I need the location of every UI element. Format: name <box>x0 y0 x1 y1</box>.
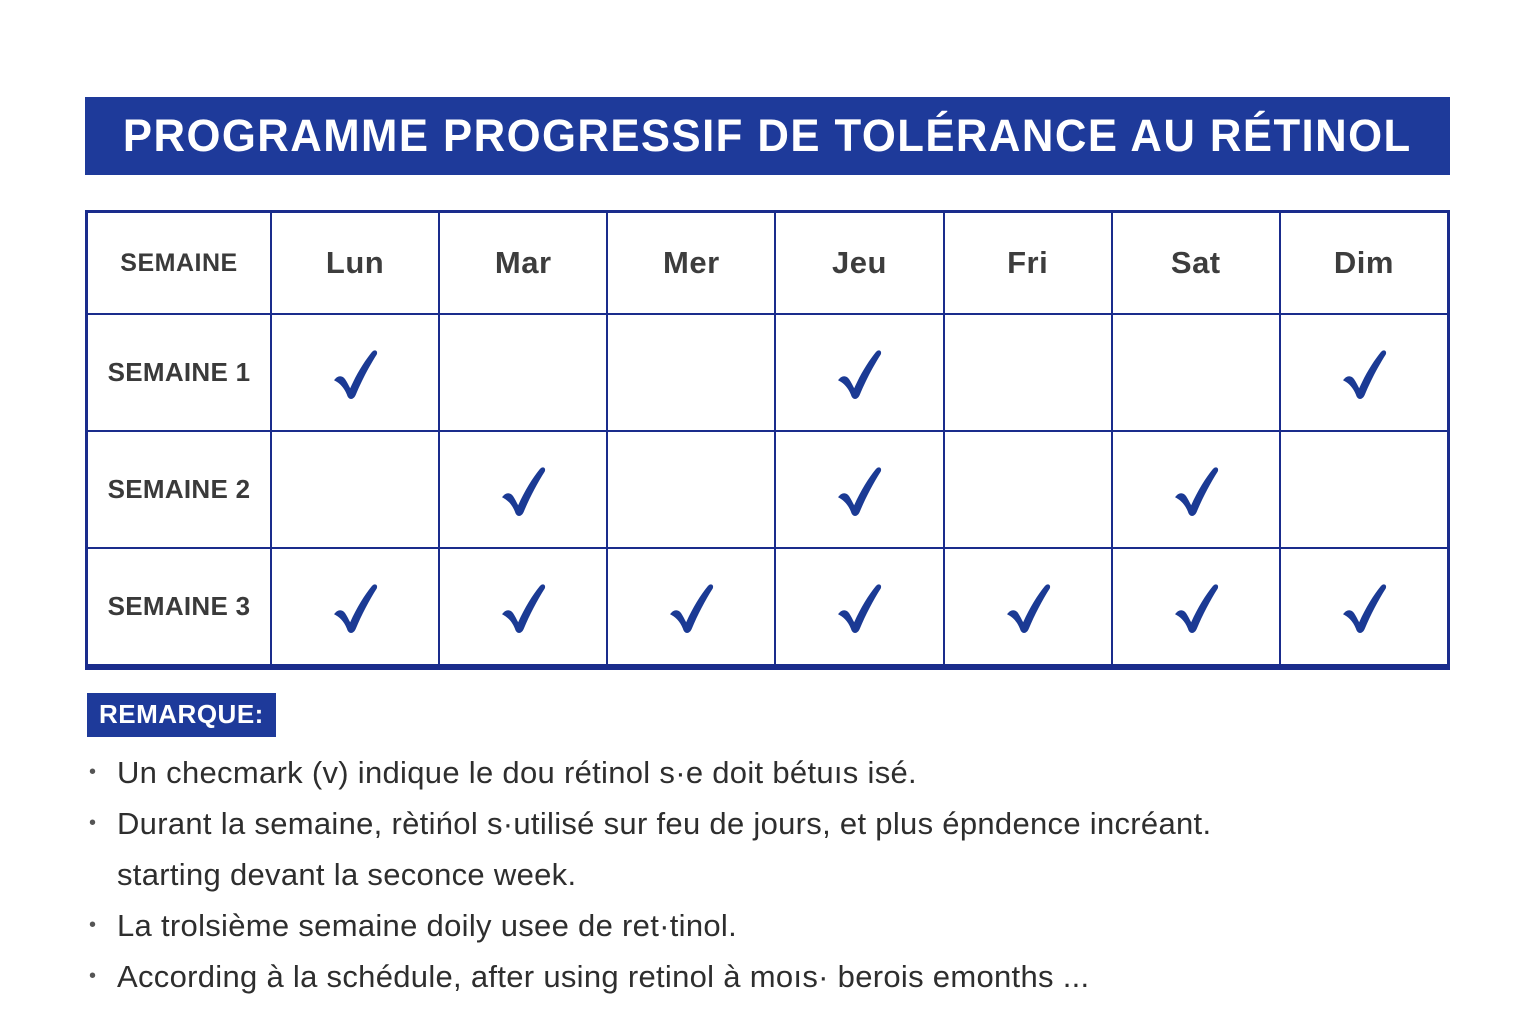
schedule-cell <box>606 313 775 430</box>
schedule-cell <box>942 313 1111 430</box>
note-line: • Un checmark (v) indique le dou rétinol … <box>87 747 1477 798</box>
column-header-label: Fri <box>1007 245 1049 280</box>
column-header-day: Dim <box>1278 213 1447 313</box>
schedule-cell <box>270 430 439 547</box>
check-icon <box>1342 583 1387 633</box>
note-item: • Un checmark (v) indique le dou rétinol … <box>87 747 1477 798</box>
note-text: starting devant la seconce week. <box>117 857 577 892</box>
column-header-week: SEMAINE <box>88 213 270 313</box>
column-header-label: Sat <box>1170 245 1221 280</box>
check-icon <box>670 583 714 633</box>
schedule-cell <box>1278 547 1447 664</box>
check-icon <box>838 349 882 399</box>
schedule-cell <box>606 430 775 547</box>
column-header-day: Mer <box>606 213 775 313</box>
check-icon <box>502 583 546 633</box>
row-header-label: SEMAINE 3 <box>107 591 251 621</box>
schedule-cell <box>270 313 439 430</box>
bullet-icon: • <box>89 812 97 834</box>
schedule-cell <box>270 547 439 664</box>
schedule-cell <box>942 547 1111 664</box>
schedule-table: SEMAINE Lun Mar Mer Jeu Fri Sat Dim SEMAINE 1 SEM… <box>85 210 1450 670</box>
column-header-label: Jeu <box>832 245 887 280</box>
note-line: starting devant la seconce week. <box>87 849 1477 900</box>
bullet-icon: • <box>89 914 97 936</box>
title-banner: PROGRAMME PROGRESSIF DE TOLÉRANCE AU RÉT… <box>85 97 1450 175</box>
check-icon <box>838 583 882 633</box>
schedule-cell <box>1110 313 1279 430</box>
row-header-label: SEMAINE 1 <box>107 357 251 387</box>
schedule-cell <box>438 547 607 664</box>
schedule-cell <box>774 313 943 430</box>
schedule-cell <box>438 430 607 547</box>
note-line: • According à la schédule, after using re… <box>87 951 1477 1002</box>
column-header-day: Sat <box>1110 213 1279 313</box>
note-item: • According à la schédule, after using re… <box>87 951 1477 1002</box>
schedule-cell <box>1110 547 1279 664</box>
column-header-day: Fri <box>942 213 1111 313</box>
note-text: La trolsième semaine doily usee de ret·t… <box>117 908 738 943</box>
column-header-label: Mer <box>663 245 720 280</box>
schedule-cell <box>606 547 775 664</box>
row-header-week: SEMAINE 3 <box>88 547 270 664</box>
schedule-cell <box>774 430 943 547</box>
check-icon <box>502 466 546 516</box>
check-icon <box>1174 466 1218 516</box>
row-header-week: SEMAINE 1 <box>88 313 270 430</box>
schedule-cell <box>1278 430 1447 547</box>
schedule-cell <box>1278 313 1447 430</box>
row-header-label: SEMAINE 2 <box>107 474 251 504</box>
bullet-icon: • <box>89 761 97 783</box>
note-item: • Durant la semaine, rètińol s·utilisé su… <box>87 798 1477 900</box>
row-header-week: SEMAINE 2 <box>88 430 270 547</box>
check-icon <box>838 466 882 516</box>
schedule-cell <box>438 313 607 430</box>
schedule-cell <box>1110 430 1279 547</box>
check-icon <box>1342 349 1387 399</box>
schedule-cell <box>774 547 943 664</box>
note-line: • La trolsième semaine doily usee de ret·… <box>87 900 1477 951</box>
note-item: • La trolsième semaine doily usee de ret·… <box>87 900 1477 951</box>
column-header-day: Mar <box>438 213 607 313</box>
bullet-icon: • <box>89 965 97 987</box>
notes-section: REMARQUE: • Un checmark (v) indique le do… <box>87 693 1477 1002</box>
note-text: Durant la semaine, rètińol s·utilisé sur… <box>117 806 1212 841</box>
check-icon <box>1174 583 1218 633</box>
check-icon <box>334 349 378 399</box>
note-text: Un checmark (v) indique le dou rétinol s… <box>117 755 917 790</box>
notes-label: REMARQUE: <box>87 693 276 737</box>
notes-list: • Un checmark (v) indique le dou rétinol … <box>87 747 1477 1002</box>
column-header-label: SEMAINE <box>120 248 238 277</box>
check-icon <box>334 583 378 633</box>
check-icon <box>1006 583 1050 633</box>
column-header-label: Mar <box>494 245 552 280</box>
column-header-day: Jeu <box>774 213 943 313</box>
column-header-day: Lun <box>270 213 439 313</box>
column-header-label: Dim <box>1333 245 1394 280</box>
column-header-label: Lun <box>325 245 385 280</box>
page-title: PROGRAMME PROGRESSIF DE TOLÉRANCE AU RÉT… <box>123 110 1412 161</box>
note-line: • Durant la semaine, rètińol s·utilisé su… <box>87 798 1477 849</box>
schedule-cell <box>942 430 1111 547</box>
note-text: According à la schédule, after using ret… <box>117 959 1090 994</box>
